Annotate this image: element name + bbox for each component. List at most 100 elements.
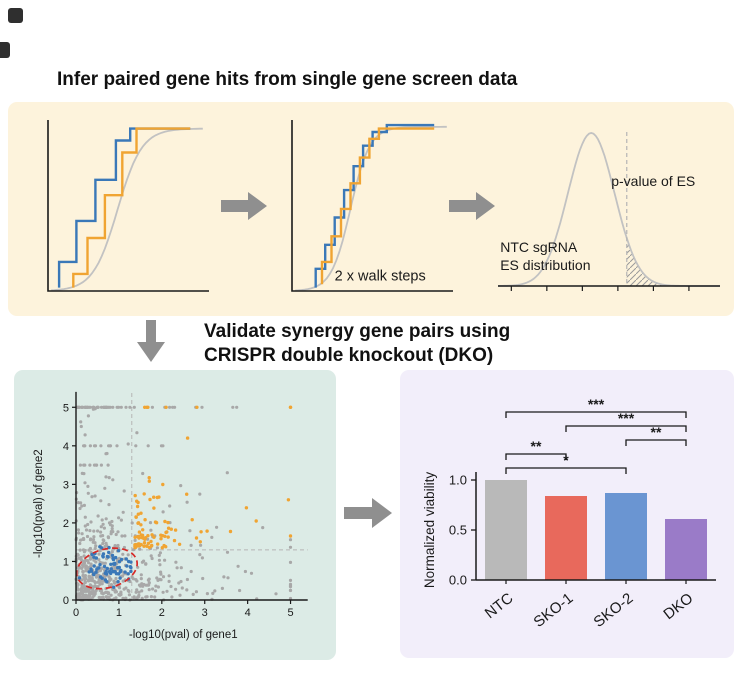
background-genes-point [168,504,172,508]
background-genes-point [114,532,118,537]
pvalue-label: p-value of ES [611,173,695,189]
x-category-label: NTC [482,590,517,622]
background-genes-point [79,420,83,424]
background-genes-point [96,529,100,533]
background-genes-point [148,521,153,525]
double-hit-genes-point [136,500,140,505]
circled-synergy-genes-point [114,555,118,560]
background-genes-point [121,552,125,556]
background-genes-point [114,576,118,581]
background-genes-point [114,596,118,600]
background-genes-point [79,424,83,429]
background-genes-point [116,530,120,534]
background-genes-point [122,489,126,493]
band-4-point [159,444,164,448]
x-category-label: SKO-2 [591,590,637,631]
circled-synergy-genes-point [117,560,122,564]
circled-synergy-genes-point [118,576,122,580]
background-genes-point [179,484,183,488]
double-hit-genes-point [142,544,146,548]
background-genes-point [120,534,124,538]
background-genes-point [180,586,184,590]
significance-bracket [505,411,687,418]
circled-synergy-genes-point [101,552,106,556]
scatter-points [74,405,293,602]
background-genes-point [81,569,85,574]
circled-synergy-genes-point [94,570,98,574]
null-sigmoid-curve [295,125,447,292]
background-genes-point [92,558,96,562]
double-hit-genes-point [143,518,147,522]
background-genes-point [104,517,108,521]
background-genes-point [157,558,161,562]
circled-synergy-genes-point [119,568,123,573]
capped-pval-right-point [288,588,293,592]
circled-synergy-genes-point [123,570,127,574]
background-genes-point [134,590,138,594]
background-genes-point [213,589,217,593]
background-genes-point [80,504,84,508]
y-tick-label: 0.5 [449,523,467,538]
double-hit-genes-point [147,476,151,480]
background-genes-point [140,589,144,593]
background-genes-point [82,472,86,476]
x-tick-label: 2 [159,607,165,619]
background-genes-point [83,585,87,589]
x-category-label: DKO [660,590,696,623]
background-genes-point [127,589,131,593]
capped-pval-top-point [96,405,100,409]
x-tick-label: 5 [287,607,293,619]
x-tick-label: 3 [202,607,208,619]
background-genes-point [222,575,226,579]
background-genes-point [154,589,158,593]
double-hit-outlier-point [164,405,168,409]
double-hit-genes-point [135,504,140,509]
background-genes-point [178,593,182,597]
background-genes-point [90,579,95,583]
background-genes-point [170,595,174,599]
double-hit-genes-point [149,544,154,548]
double-hit-outlier-point [286,498,291,502]
double-hit-genes-point [146,541,151,545]
background-genes-point [103,486,107,490]
background-genes-point [210,535,214,539]
background-genes-point [127,593,131,597]
background-genes-point [147,581,151,585]
double-hit-genes-point [154,521,159,525]
capped-pval-right-point [288,538,293,542]
background-genes-point [83,515,87,519]
background-genes-point [131,577,135,581]
background-genes-point [158,551,162,555]
circled-synergy-genes-point [119,557,124,562]
capped-pval-top-point [128,405,132,409]
background-genes-point [185,577,189,582]
significance-bracket [505,453,567,460]
y-tick-label: 3 [63,479,69,491]
double-hit-genes-point [199,530,203,534]
gene2-walk-steps [320,127,435,285]
background-genes-point [83,548,87,553]
background-genes-point [104,475,108,479]
background-genes-point [174,587,178,591]
background-genes-point [100,591,104,595]
background-genes-point [113,544,117,548]
arrow-right-shape [449,192,495,220]
circled-synergy-genes-point [92,564,96,568]
background-genes-point [76,552,80,556]
background-genes-point [141,471,145,476]
background-genes-point [80,578,84,582]
circled-synergy-genes-point [111,569,115,574]
background-genes-point [194,590,198,594]
band-35-point [78,463,82,467]
background-genes-point [185,588,189,592]
background-genes-point [167,574,171,578]
band-4-point [107,444,111,448]
double-hit-genes-point [148,497,152,502]
double-hit-genes-point [150,533,154,537]
background-genes-point [189,569,193,574]
viability-bar-chart: 0.0 0.5 1.0 Normalized viability NTC SKO-1 SKO… [422,396,716,631]
background-genes-point [169,584,173,589]
background-genes-point [99,530,103,534]
background-genes-point [86,414,90,418]
background-genes-point [154,584,158,588]
